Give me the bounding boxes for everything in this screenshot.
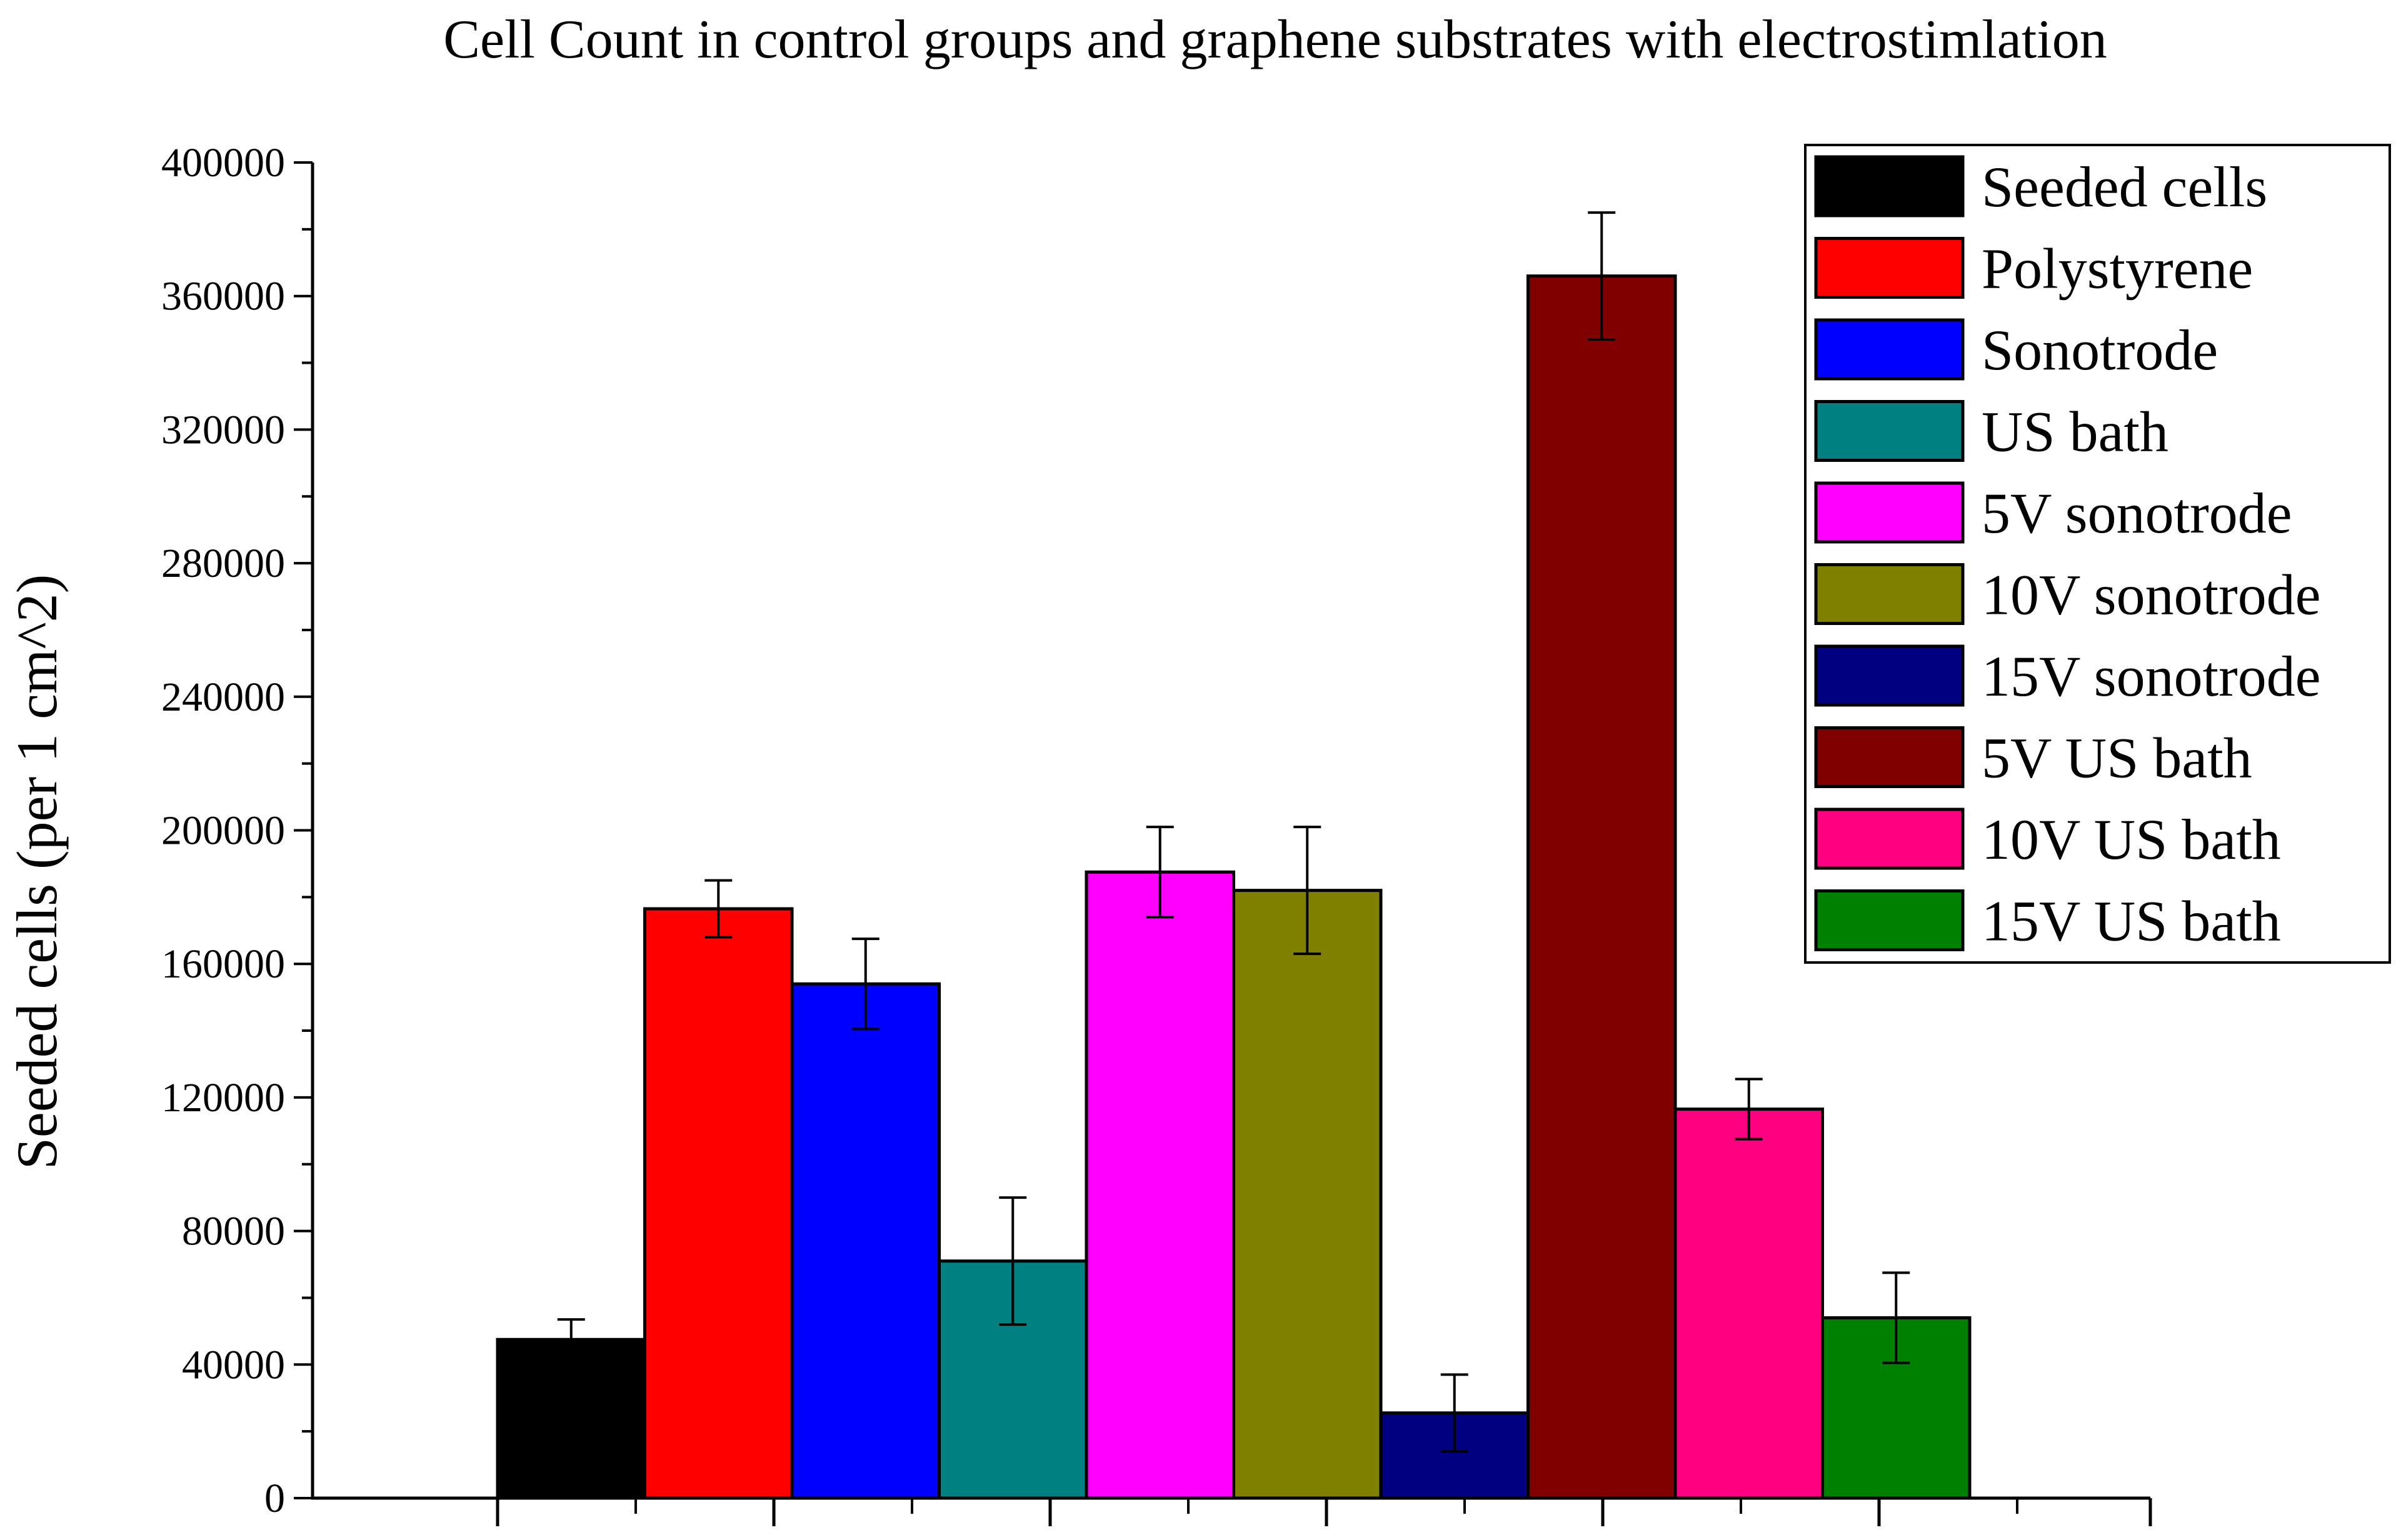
legend-swatch <box>1814 318 1965 381</box>
legend-swatch <box>1814 889 1965 951</box>
legend-swatch <box>1814 644 1965 707</box>
legend-label: Seeded cells <box>1982 155 2267 219</box>
y-tick-label: 320000 <box>161 407 285 452</box>
legend-label: 15V sonotrode <box>1982 644 2321 708</box>
bar <box>790 982 941 1500</box>
y-tick-label: 0 <box>264 1476 285 1521</box>
y-tick-label: 400000 <box>161 140 285 186</box>
y-tick-label: 240000 <box>161 674 285 720</box>
bar <box>496 1338 646 1500</box>
y-tick-label: 120000 <box>161 1075 285 1121</box>
legend-swatch <box>1814 726 1965 788</box>
bar <box>1673 1108 1824 1500</box>
plot-area: 0 40000 80000 120000 160000 200000 240000 28000… <box>161 140 2152 1526</box>
bar <box>1232 889 1383 1500</box>
legend-label: 5V US bath <box>1982 726 2252 790</box>
bar <box>1526 274 1677 1500</box>
y-tick-label: 40000 <box>182 1342 285 1388</box>
legend-label: 5V sonotrode <box>1982 481 2292 545</box>
legend-swatch <box>1814 481 1965 544</box>
legend-swatch <box>1814 563 1965 625</box>
legend-swatch <box>1814 400 1965 462</box>
legend-label: 10V sonotrode <box>1982 563 2321 627</box>
legend: Seeded cells Polystyrene Sonotrode US bath 5… <box>1804 144 2391 964</box>
bar <box>643 907 794 1500</box>
legend-swatch <box>1814 237 1965 299</box>
legend-swatch <box>1814 808 1965 870</box>
y-tick-label: 80000 <box>182 1209 285 1254</box>
legend-label: 10V US bath <box>1982 808 2281 871</box>
legend-label: 15V US bath <box>1982 889 2281 953</box>
chart-title: Cell Count in control groups and graphen… <box>443 9 2107 70</box>
legend-label: US bath <box>1982 400 2168 464</box>
legend-label: Sonotrode <box>1982 318 2218 382</box>
y-axis-label: Seeded cells (per 1 cm^2) <box>5 574 69 1170</box>
y-tick-label: 360000 <box>161 274 285 319</box>
y-tick-label: 280000 <box>161 541 285 586</box>
y-tick-label: 200000 <box>161 808 285 854</box>
bar <box>1085 870 1235 1500</box>
y-tick-label: 160000 <box>161 941 285 987</box>
legend-label: Polystyrene <box>1982 237 2253 301</box>
legend-swatch <box>1814 155 1965 218</box>
